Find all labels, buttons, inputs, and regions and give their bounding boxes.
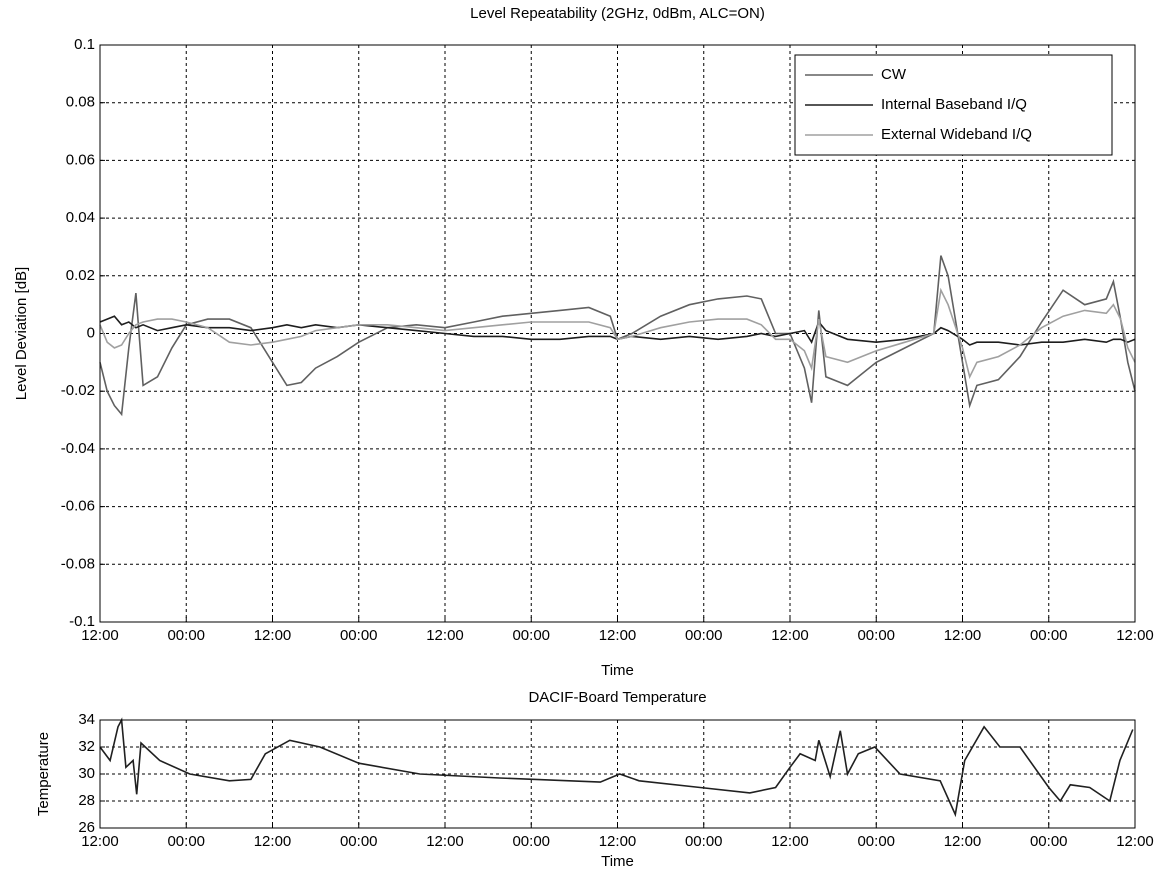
y-tick-label: 0.1 (74, 36, 95, 53)
x-tick-label: 00:00 (685, 833, 723, 850)
y-tick-label: 0 (87, 324, 95, 341)
x-tick-label: 12:00 (944, 833, 982, 850)
y-tick-label: 30 (78, 765, 95, 782)
series-line (99, 717, 1134, 818)
chart-title: Level Repeatability (2GHz, 0dBm, ALC=ON) (470, 5, 765, 22)
series-line (99, 287, 1136, 380)
legend-label: External Wideband I/Q (881, 126, 1032, 143)
y-tick-label: 34 (78, 711, 95, 728)
x-tick-label: 12:00 (599, 627, 637, 644)
y-axis-label: Temperature (35, 732, 52, 816)
x-tick-label: 00:00 (1030, 833, 1068, 850)
axes-box (99, 719, 1136, 829)
x-tick-label: 00:00 (167, 833, 205, 850)
x-tick-label: 12:00 (254, 627, 292, 644)
x-tick-label: 00:00 (1030, 627, 1068, 644)
x-tick-label: 00:00 (340, 833, 378, 850)
x-tick-label: 00:00 (167, 627, 205, 644)
y-tick-label: -0.02 (61, 382, 95, 399)
x-tick-label: 00:00 (685, 627, 723, 644)
x-tick-label: 00:00 (512, 833, 550, 850)
x-tick-label: 12:00 (426, 627, 464, 644)
x-tick-label: 12:00 (944, 627, 982, 644)
y-tick-label: -0.08 (61, 555, 95, 572)
y-tick-label: 0.02 (66, 267, 95, 284)
x-tick-label: 12:00 (771, 627, 809, 644)
x-tick-label: 12:00 (771, 833, 809, 850)
x-axis-label: Time (601, 662, 634, 679)
chart-title: DACIF-Board Temperature (528, 689, 706, 706)
series-line (99, 255, 1136, 417)
x-tick-label: 00:00 (512, 627, 550, 644)
x-tick-label: 12:00 (426, 833, 464, 850)
y-tick-label: -0.06 (61, 498, 95, 515)
x-tick-label: 12:00 (599, 833, 637, 850)
x-tick-label: 12:00 (254, 833, 292, 850)
legend: CW Internal Baseband I/Q External Wideband… (794, 54, 1113, 156)
x-axis-label: Time (601, 853, 634, 870)
axes-box (99, 44, 1136, 623)
x-tick-label: 00:00 (857, 833, 895, 850)
y-tick-label: -0.04 (61, 440, 95, 457)
y-tick-label: 0.08 (66, 94, 95, 111)
y-tick-label: 28 (78, 792, 95, 809)
x-tick-label: 00:00 (857, 627, 895, 644)
y-axis-label: Level Deviation [dB] (13, 267, 30, 400)
x-tick-label: 12:00 (1116, 627, 1154, 644)
y-tick-label: -0.1 (69, 613, 95, 630)
y-tick-label: 26 (78, 819, 95, 836)
legend-label: CW (881, 66, 907, 83)
x-tick-label: 12:00 (81, 627, 119, 644)
y-tick-label: 0.06 (66, 151, 95, 168)
x-tick-label: 12:00 (1116, 833, 1154, 850)
legend-label: Internal Baseband I/Q (881, 96, 1027, 113)
y-tick-label: 32 (78, 738, 95, 755)
x-tick-label: 12:00 (81, 833, 119, 850)
x-tick-label: 00:00 (340, 627, 378, 644)
y-tick-label: 0.04 (66, 209, 95, 226)
